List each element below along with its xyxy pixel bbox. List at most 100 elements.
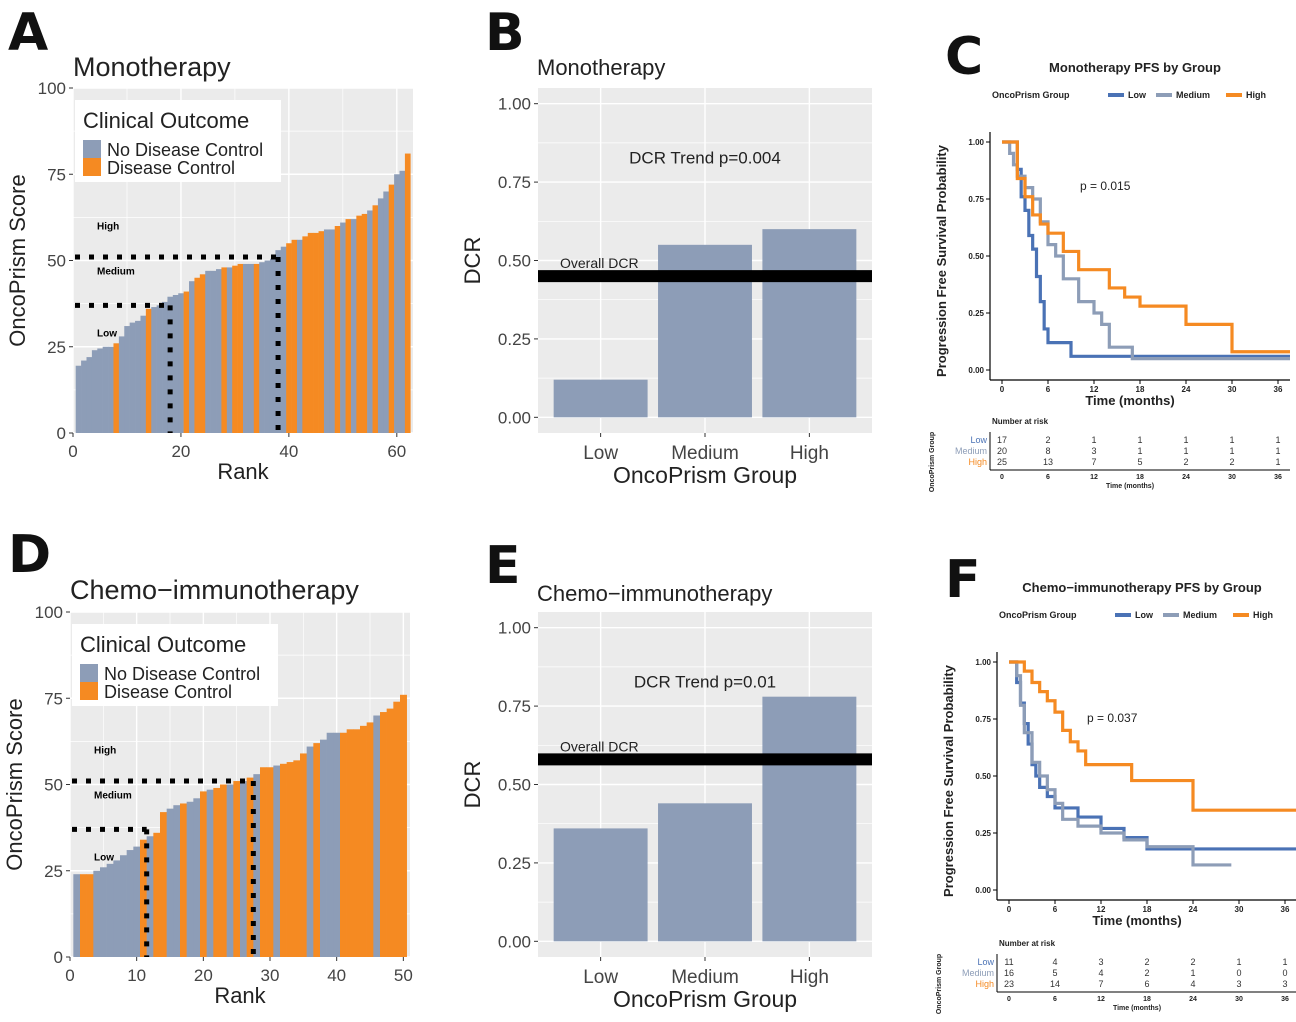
x-tick-label: 24: [1182, 385, 1191, 394]
risk-count: 6: [1144, 979, 1149, 989]
risk-row-label: Medium: [955, 446, 987, 456]
bar: [253, 774, 261, 957]
legend-entry: Medium: [1183, 610, 1217, 620]
y-tick-label: 1.00: [498, 619, 531, 638]
bar: [296, 239, 303, 433]
bar: [118, 336, 125, 433]
chart-title: Monotherapy PFS by Group: [1049, 60, 1221, 75]
bar: [553, 379, 648, 418]
bar: [307, 232, 314, 433]
bar: [178, 293, 184, 433]
y-tick-label: 0.75: [968, 195, 984, 204]
bar: [189, 281, 195, 433]
risk-x-tick: 6: [1053, 996, 1057, 1003]
bar: [394, 174, 400, 433]
x-tick-label: Low: [583, 967, 618, 988]
bar: [318, 231, 325, 433]
bar: [240, 781, 247, 957]
x-tick-label: 18: [1136, 385, 1145, 394]
bar: [286, 762, 294, 957]
risk-count: 3: [1091, 446, 1096, 456]
bar: [293, 760, 301, 957]
bar: [113, 860, 121, 957]
bar: [386, 708, 394, 957]
legend-entry: No Disease Control: [107, 140, 263, 160]
chart-title: Monotherapy: [537, 55, 665, 80]
bar: [320, 739, 327, 957]
bar: [248, 263, 255, 433]
x-tick-label: 30: [1235, 905, 1244, 914]
risk-count: 4: [1098, 968, 1103, 978]
bar: [206, 789, 214, 957]
bar: [226, 267, 233, 433]
y-tick-label: 1.00: [968, 138, 984, 147]
risk-x-tick: 0: [1000, 474, 1004, 481]
bar: [329, 229, 336, 433]
bar: [108, 346, 114, 433]
risk-count: 20: [997, 446, 1007, 456]
rank-chart-d: High Medium Low Clinical Outcome No Disease …: [2, 575, 413, 1008]
y-tick-label: 0.75: [975, 715, 991, 724]
km-curve: [1002, 140, 1290, 358]
panel-letter-b: B: [485, 3, 525, 63]
km-chart-f: Chemo−immunotherapy PFS by Group OncoPris…: [936, 580, 1296, 1014]
risk-count: 2: [1144, 968, 1149, 978]
panel-letter-e: E: [485, 536, 521, 596]
bar: [356, 215, 363, 433]
legend-title: Clinical Outcome: [83, 108, 249, 133]
x-tick-label: 30: [261, 966, 280, 985]
risk-count: 1: [1183, 446, 1188, 456]
risk-count: 1: [1137, 446, 1142, 456]
risk-count: 13: [1043, 457, 1053, 467]
risk-count: 1: [1275, 457, 1280, 467]
x-axis-title: Time (months): [1085, 393, 1174, 408]
bar: [162, 301, 168, 433]
chart-title: Monotherapy: [73, 52, 231, 82]
risk-x-tick: 12: [1090, 474, 1098, 481]
y-tick-label: 0.25: [975, 829, 991, 838]
panel-letter-f: F: [945, 550, 981, 610]
x-tick-label: 0: [68, 442, 77, 461]
bar: [194, 277, 201, 433]
risk-count: 1: [1190, 968, 1195, 978]
bar: [333, 732, 341, 957]
bar: [91, 350, 98, 433]
risk-y-title: OncoPrism Group: [929, 432, 936, 492]
bar: [86, 874, 94, 957]
risk-count: 3: [1282, 979, 1287, 989]
km-curve: [1002, 140, 1290, 354]
y-tick-label: 75: [47, 165, 66, 184]
bar: [220, 784, 227, 957]
legend-swatch: [80, 682, 98, 700]
legend-swatch: [83, 158, 101, 176]
bar: [186, 801, 194, 957]
risk-count: 1: [1275, 446, 1280, 456]
x-tick-label: 18: [1143, 905, 1152, 914]
p-value: p = 0.015: [1080, 179, 1131, 193]
bar: [216, 269, 222, 433]
bar: [199, 274, 206, 433]
risk-count: 5: [1052, 968, 1057, 978]
legend-entry: Disease Control: [104, 682, 232, 702]
risk-count: 2: [1144, 957, 1149, 967]
x-tick-label: 40: [279, 442, 298, 461]
x-tick-label: 12: [1090, 385, 1099, 394]
x-tick-label: 60: [387, 442, 406, 461]
dcr-chart-e: Overall DCR DCR Trend p=0.01 0.00 0.25 0.50 0…: [460, 581, 872, 1012]
legend: Clinical Outcome No Disease ControlDiseas…: [75, 100, 281, 182]
legend-entry: Low: [1135, 610, 1154, 620]
y-tick-label: 1.00: [975, 658, 991, 667]
risk-table-title: Number at risk: [999, 939, 1056, 948]
bar: [399, 170, 406, 434]
x-tick-label: 20: [171, 442, 190, 461]
overall-dcr-label: Overall DCR: [560, 738, 639, 754]
bar: [388, 184, 395, 433]
x-tick-label: 36: [1274, 385, 1283, 394]
trend-annotation: DCR Trend p=0.004: [629, 148, 781, 167]
legend-entry: Disease Control: [107, 158, 235, 178]
risk-count: 8: [1045, 446, 1050, 456]
bar: [156, 305, 163, 433]
bar: [350, 219, 357, 433]
legend-entry: Low: [1128, 90, 1147, 100]
